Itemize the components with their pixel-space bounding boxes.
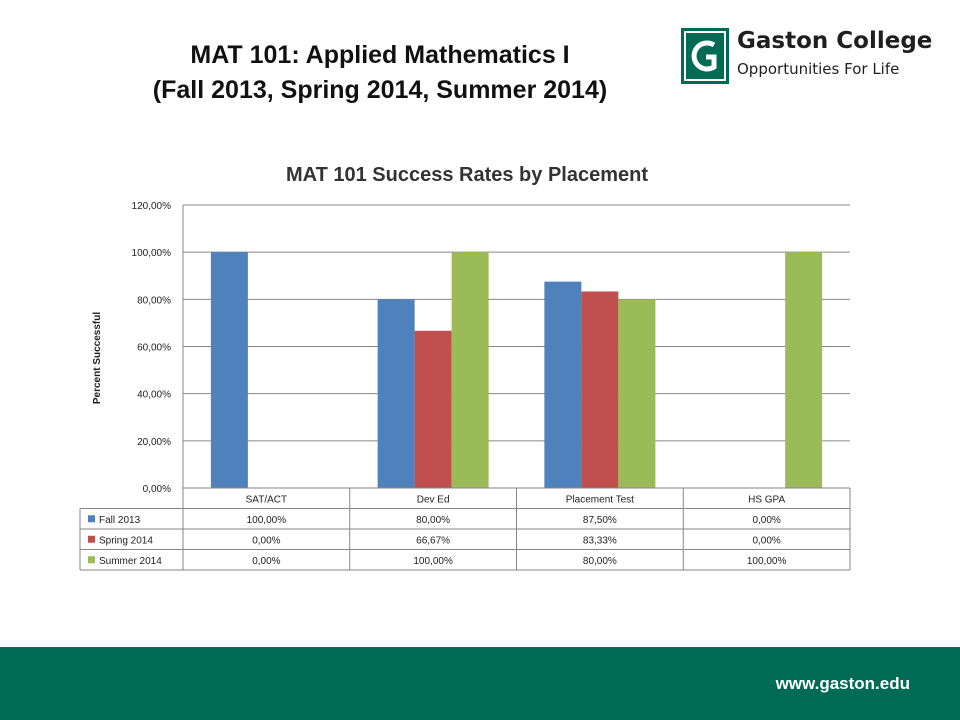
- logo-mark-inner-frame: [684, 31, 726, 81]
- data-label: 80,00%: [583, 556, 617, 567]
- slide-title: MAT 101: Applied Mathematics I (Fall 201…: [40, 38, 720, 108]
- bar: [544, 281, 582, 488]
- bar: [451, 252, 489, 488]
- gridlines: [182, 204, 850, 489]
- legend-swatch: [88, 556, 95, 564]
- bar: [785, 252, 823, 488]
- bar: [377, 299, 415, 488]
- x-category-label: SAT/ACT: [246, 494, 287, 505]
- y-tick-label: 120,00%: [132, 201, 172, 212]
- data-label: 66,67%: [416, 535, 450, 546]
- logo-tagline: Opportunities For Life: [737, 60, 900, 78]
- legend-series-name: Fall 2013: [99, 515, 141, 526]
- chart-title: MAT 101 Success Rates by Placement: [286, 164, 648, 186]
- logo-mark-background: [681, 28, 729, 84]
- data-label: 100,00%: [747, 556, 787, 567]
- legend-swatch: [88, 535, 95, 543]
- legend-series-name: Spring 2014: [99, 535, 153, 546]
- x-category-label: Dev Ed: [417, 494, 450, 505]
- data-label: 0,00%: [252, 535, 280, 546]
- footer-url: www.gaston.edu: [775, 674, 910, 693]
- data-label: 0,00%: [252, 556, 280, 567]
- data-label: 100,00%: [247, 515, 287, 526]
- x-category-label: HS GPA: [748, 494, 785, 505]
- success-rates-chart: MAT 101 Success Rates by Placement 0,00%…: [79, 164, 851, 571]
- data-label: 0,00%: [752, 515, 780, 526]
- y-tick-label: 0,00%: [143, 484, 171, 495]
- y-tick-label: 100,00%: [132, 248, 172, 259]
- logo-name: Gaston College: [737, 28, 933, 54]
- bars: [210, 252, 823, 488]
- y-tick-label: 40,00%: [137, 390, 171, 401]
- data-label: 100,00%: [413, 556, 453, 567]
- bar: [618, 299, 656, 488]
- y-axis-tick-labels: 0,00% 20,00% 40,00% 60,00% 80,00% 100,00% 120,…: [132, 201, 172, 495]
- legend-series-name: Summer 2014: [99, 556, 162, 567]
- data-label: 80,00%: [416, 515, 450, 526]
- y-tick-label: 60,00%: [137, 343, 171, 354]
- slide-title-line-1: MAT 101: Applied Mathematics I: [190, 41, 570, 69]
- footer-bar: www.gaston.edu: [0, 647, 960, 720]
- legend-swatch: [88, 515, 95, 523]
- bar: [581, 291, 619, 488]
- y-axis-title: Percent Successful: [92, 312, 103, 404]
- bar: [414, 330, 452, 488]
- y-tick-label: 80,00%: [137, 295, 171, 306]
- data-label: 83,33%: [583, 535, 617, 546]
- bar: [210, 252, 248, 488]
- logo-mark-g-shape: [691, 40, 717, 72]
- data-label: 0,00%: [752, 535, 780, 546]
- data-table: SAT/ACT Dev Ed Placement Test HS GPA Fall 20…: [79, 487, 851, 571]
- gaston-college-logo: Gaston College Opportunities For Life: [681, 28, 933, 86]
- y-tick-label: 20,00%: [137, 437, 171, 448]
- gaston-college-logo-mark-icon: [681, 28, 729, 84]
- data-label: 87,50%: [583, 515, 617, 526]
- x-category-label: Placement Test: [566, 494, 634, 505]
- slide-title-line-2: (Fall 2013, Spring 2014, Summer 2014): [152, 76, 608, 104]
